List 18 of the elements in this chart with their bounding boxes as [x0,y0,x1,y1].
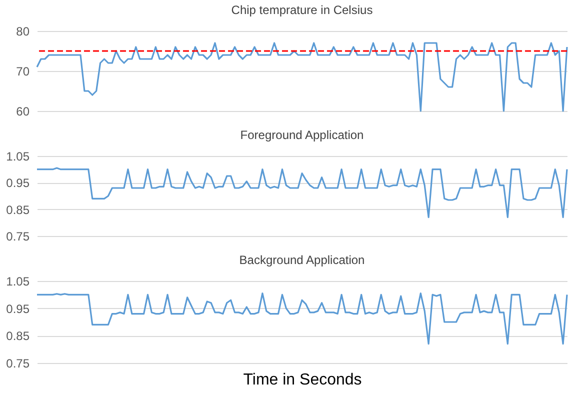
y-tick-label: 0.95 [6,302,30,316]
y-tick-label: 0.85 [6,202,30,217]
line-series [36,167,568,218]
y-tick-label: 80 [16,24,30,38]
x-axis-title: Time in Seconds [243,372,362,388]
line-series [36,42,568,112]
y-tick-label: 0.85 [6,329,30,344]
y-tick-label: 70 [16,64,30,78]
chart-title: Background Application [239,253,365,267]
line-series [36,292,568,345]
y-tick-label: 0.95 [6,176,30,190]
y-tick-label: 0.75 [6,356,30,370]
y-tick-label: 1.05 [6,274,30,288]
chart-title: Chip temprature in Celsius [231,3,373,17]
y-tick-label: 60 [16,104,30,118]
chart-title: Foreground Application [240,128,364,142]
y-tick-label: 1.05 [6,150,30,164]
y-tick-label: 0.75 [6,230,30,244]
